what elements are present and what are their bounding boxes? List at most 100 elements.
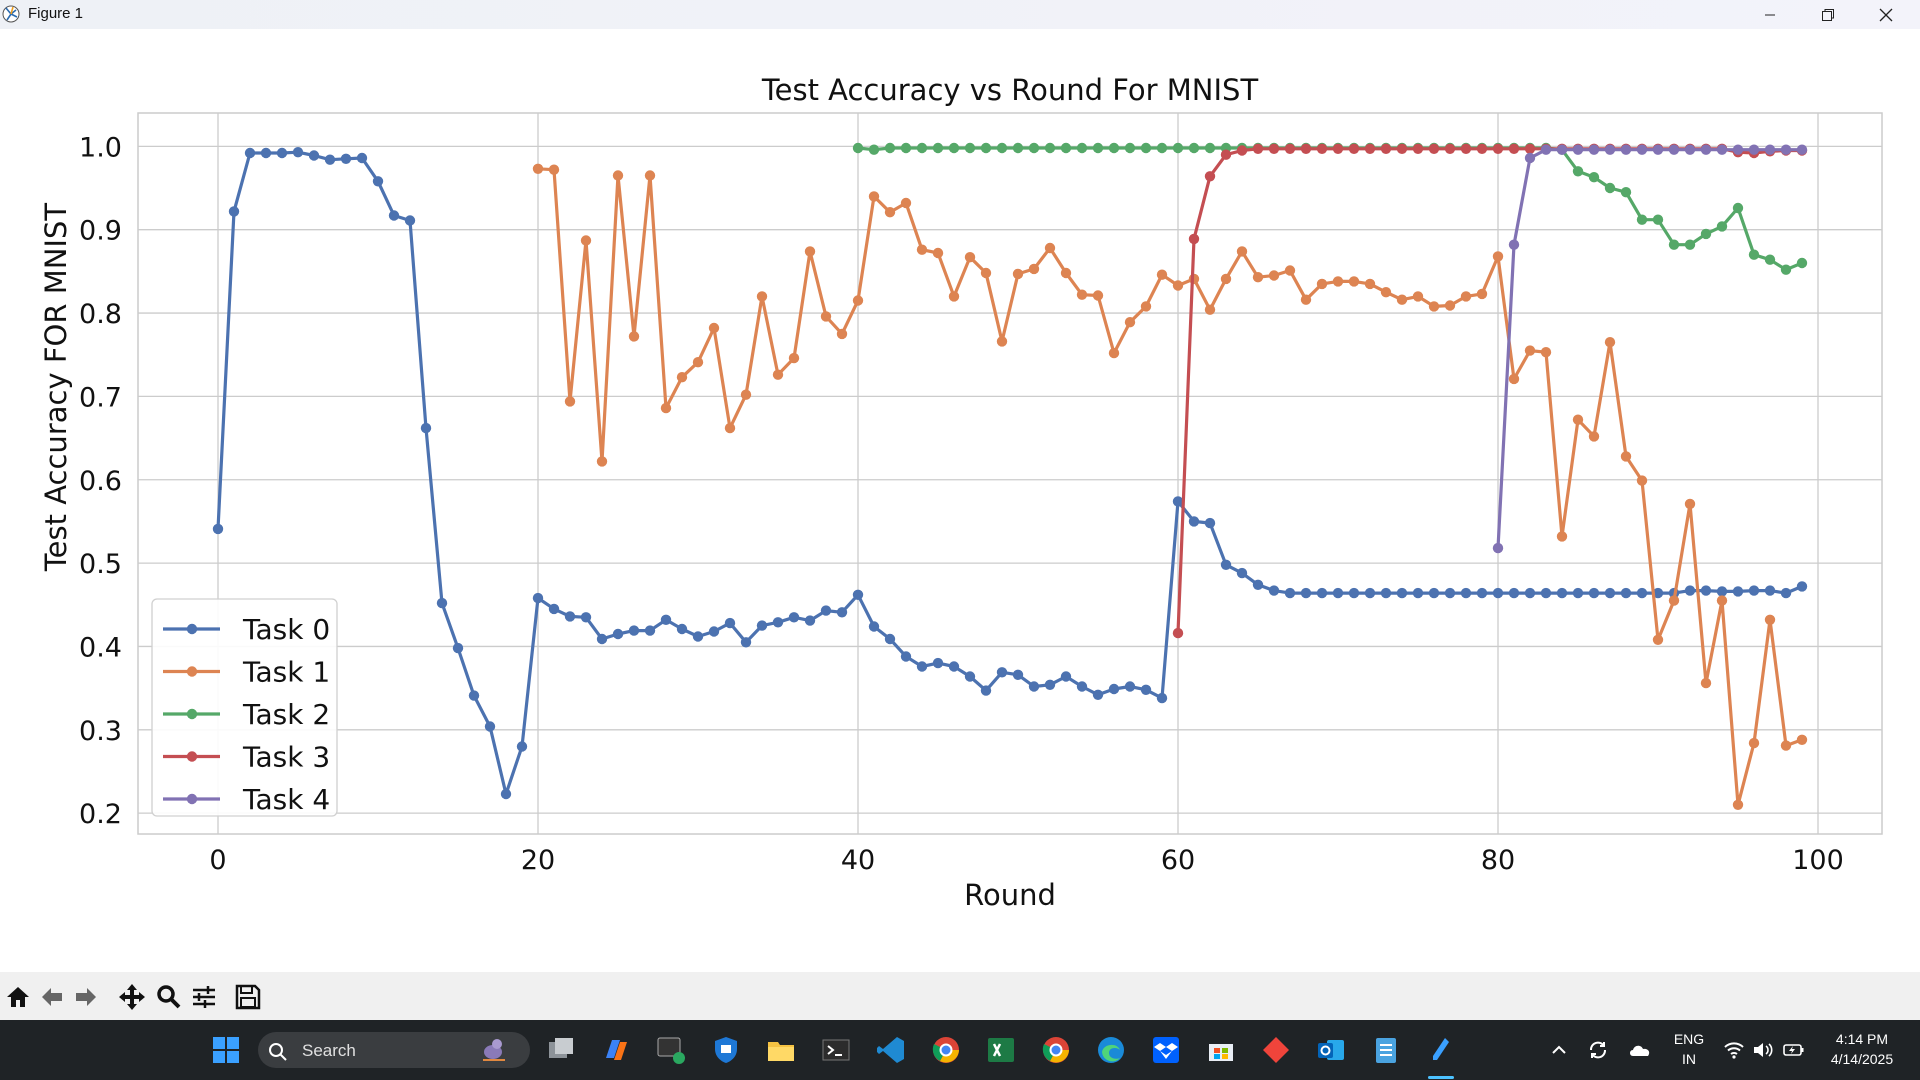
- data-point: [628, 625, 640, 636]
- data-point: [1652, 144, 1664, 155]
- zoom-button[interactable]: [155, 983, 183, 1011]
- minimize-icon: [1765, 14, 1775, 15]
- data-point: [1044, 142, 1056, 154]
- edge-icon[interactable]: [1095, 1034, 1127, 1066]
- data-point: [1668, 595, 1680, 606]
- home-button[interactable]: [4, 983, 32, 1011]
- data-point: [1204, 517, 1216, 529]
- data-point: [1300, 143, 1312, 154]
- data-point: [1524, 345, 1536, 356]
- data-point: [852, 589, 864, 600]
- data-point: [1796, 257, 1808, 269]
- data-point: [932, 247, 944, 259]
- vscode-icon[interactable]: [875, 1034, 907, 1066]
- data-point: [1220, 559, 1232, 570]
- save-icon: [235, 984, 261, 1010]
- data-point: [1764, 614, 1776, 625]
- data-point: [1572, 414, 1584, 425]
- microsoft-store-icon[interactable]: [1205, 1034, 1237, 1066]
- data-point: [1156, 142, 1168, 154]
- data-point: [1140, 684, 1152, 695]
- data-point: [1652, 214, 1664, 225]
- onedrive-icon[interactable]: [1628, 1040, 1652, 1058]
- data-point: [1588, 431, 1600, 442]
- back-button[interactable]: [38, 983, 66, 1011]
- windows-taskbar: Search ENG IN 4:14 PM 4/14/2025: [0, 1020, 1920, 1080]
- configure-subplots-button[interactable]: [190, 983, 218, 1011]
- data-point: [980, 685, 992, 696]
- notepad-icon[interactable]: [1370, 1034, 1402, 1066]
- data-point: [1684, 498, 1696, 510]
- data-point: [1636, 214, 1648, 225]
- chevron-up-icon[interactable]: [1551, 1043, 1567, 1057]
- task-view-icon[interactable]: [545, 1034, 577, 1066]
- data-point: [516, 741, 528, 752]
- data-point: [628, 331, 640, 342]
- data-point: [596, 456, 608, 467]
- chrome-profile-icon[interactable]: [1040, 1034, 1072, 1066]
- data-point: [932, 657, 944, 669]
- data-point: [228, 206, 240, 217]
- restore-button[interactable]: [1799, 0, 1857, 29]
- outlook-icon[interactable]: [1315, 1034, 1347, 1066]
- forward-button[interactable]: [72, 983, 100, 1011]
- data-point: [276, 147, 288, 159]
- taskbar-time[interactable]: 4:14 PM: [1835, 1031, 1889, 1047]
- window-title: Figure 1: [28, 5, 84, 22]
- minimize-button[interactable]: [1741, 0, 1799, 29]
- matplotlib-window-icon[interactable]: [1425, 1034, 1457, 1066]
- data-point: [980, 267, 992, 279]
- data-point: [1524, 587, 1536, 599]
- data-point: [948, 142, 960, 154]
- data-point: [1348, 587, 1360, 599]
- dropbox-icon[interactable]: [1150, 1034, 1182, 1066]
- wifi-icon[interactable]: [1723, 1040, 1745, 1060]
- data-point: [1108, 683, 1120, 695]
- data-point: [356, 152, 368, 164]
- taskbar-date: 4/14/2025: [1830, 1051, 1894, 1067]
- data-point: [1572, 587, 1584, 599]
- data-point: [1604, 337, 1616, 348]
- anydesk-icon[interactable]: [1260, 1034, 1292, 1066]
- data-point: [1716, 144, 1728, 155]
- data-point: [852, 295, 864, 306]
- legend-label: Task 4: [242, 783, 330, 816]
- data-point: [1300, 294, 1312, 305]
- excel-icon[interactable]: [985, 1034, 1017, 1066]
- data-point: [1476, 587, 1488, 599]
- zoom-icon: [157, 985, 181, 1009]
- data-point: [564, 396, 576, 407]
- battery-charging-icon[interactable]: [1782, 1040, 1806, 1060]
- data-point: [1588, 144, 1600, 155]
- data-point: [900, 197, 912, 209]
- data-point: [1700, 677, 1712, 689]
- pan-button[interactable]: [118, 983, 146, 1011]
- y-tick-label: 0.6: [79, 466, 122, 497]
- windows-start-icon[interactable]: [210, 1034, 242, 1066]
- file-explorer-icon[interactable]: [765, 1034, 797, 1066]
- x-tick-label: 20: [521, 845, 555, 876]
- data-point: [1748, 249, 1760, 260]
- data-point: [900, 142, 912, 154]
- terminal-app-icon[interactable]: [655, 1034, 687, 1066]
- data-point: [1092, 689, 1104, 700]
- data-point: [532, 163, 544, 174]
- volume-icon[interactable]: [1752, 1040, 1774, 1060]
- data-point: [1780, 740, 1792, 751]
- save-button[interactable]: [234, 983, 262, 1011]
- data-point: [1780, 264, 1792, 275]
- y-axis-label: Test Accuracy FOR MNIST: [39, 203, 73, 572]
- data-point: [1508, 143, 1520, 154]
- data-point: [1236, 246, 1248, 257]
- data-point: [868, 621, 880, 632]
- copilot-icon[interactable]: [600, 1034, 632, 1066]
- defender-shield-icon[interactable]: [710, 1034, 742, 1066]
- sync-icon[interactable]: [1587, 1039, 1609, 1061]
- windows-terminal-icon[interactable]: [820, 1034, 852, 1066]
- chrome-icon[interactable]: [930, 1034, 962, 1066]
- data-point: [756, 291, 768, 302]
- close-button[interactable]: [1857, 0, 1915, 29]
- language-indicator[interactable]: ENG: [1673, 1031, 1705, 1047]
- data-point: [1492, 542, 1504, 554]
- data-point: [708, 322, 720, 334]
